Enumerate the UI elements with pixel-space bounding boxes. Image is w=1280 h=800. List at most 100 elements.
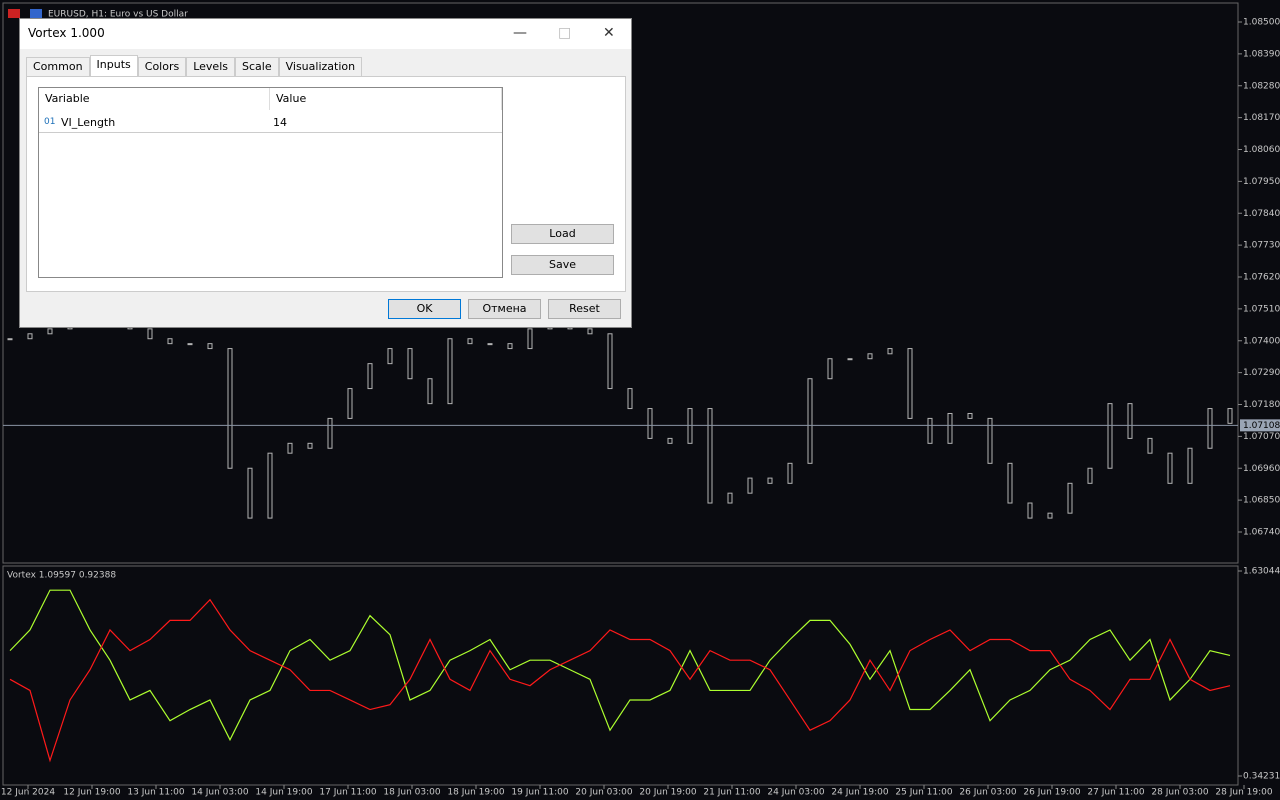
y-tick-label: 1.63044 [1243,567,1280,577]
candle [367,363,373,390]
x-tick-label: 27 Jun 11:00 [1087,788,1144,798]
candle [907,348,913,419]
x-tick-label: 12 Jun 2024 [1,788,55,798]
cancel-button[interactable]: Отмена [468,299,541,319]
candle [707,408,713,504]
candle [227,348,233,469]
x-tick-label: 28 Jun 19:00 [1215,788,1272,798]
y-tick-label: 1.08170 [1243,113,1280,123]
candle [1147,437,1153,454]
tab-panel: Variable Value 01 VI_Length 14 Load Save [26,76,626,292]
candle [587,328,593,335]
candle [787,462,793,484]
x-tick-label: 20 Jun 03:00 [575,788,632,798]
candle [1187,447,1193,484]
x-tick-label: 19 Jun 11:00 [511,788,568,798]
table-row[interactable]: 01 VI_Length 14 [39,113,502,133]
y-tick-label: 1.08280 [1243,81,1280,91]
tab[interactable]: Colors [137,57,187,77]
y-tick-label: 1.06960 [1243,464,1280,474]
candle [427,378,433,405]
candle [627,388,633,410]
dialog-title: Vortex 1.000 [28,26,105,40]
x-tick-label: 18 Jun 03:00 [383,788,440,798]
load-button[interactable]: Load [511,224,614,244]
y-tick-label: 1.07950 [1243,177,1280,187]
candle [267,452,273,519]
y-tick-label: 1.07180 [1243,400,1280,410]
tab[interactable]: Visualization [278,57,363,77]
indicator-dialog: Vortex 1.000 — □ ✕ Common Inputs Colors Lev… [19,18,632,328]
candle [1207,408,1213,449]
candle [287,442,293,454]
column-header[interactable]: Variable [39,88,270,110]
indicator-frame [2,565,1239,786]
x-tick-label: 24 Jun 03:00 [767,788,824,798]
tab[interactable]: Common [26,57,90,77]
vortex-line [9,598,1231,763]
candle [927,417,933,444]
candle [307,442,313,449]
variable-value[interactable]: 14 [273,116,287,129]
price-tag-label: 1.07108 [1243,421,1280,431]
x-tick-label: 26 Jun 19:00 [1023,788,1080,798]
x-tick-label: 18 Jun 19:00 [447,788,504,798]
candle [27,333,33,340]
y-tick-label: 1.07730 [1243,241,1280,251]
x-tick-label: 24 Jun 19:00 [831,788,888,798]
y-tick-label: 1.08390 [1243,49,1280,59]
candle [167,338,173,345]
x-tick-label: 21 Jun 11:00 [703,788,760,798]
row-icon: 01 [44,117,56,127]
candle [1007,462,1013,504]
candle [867,353,873,360]
close[interactable]: ✕ [603,25,615,41]
candle [647,408,653,439]
inputs-table: Variable Value 01 VI_Length 14 [38,87,503,278]
tab[interactable]: Levels [186,57,235,77]
candle [487,343,493,346]
y-tick-label: 1.07400 [1243,336,1280,346]
y-tick-label: 1.08060 [1243,145,1280,155]
y-tick-label: 1.07070 [1243,432,1280,442]
x-tick-label: 17 Jun 11:00 [319,788,376,798]
tab[interactable]: Inputs [89,55,138,77]
candle [767,477,773,484]
candle [327,417,333,449]
chart-icon [8,9,20,18]
column-header[interactable]: Value [270,88,502,110]
candle [667,437,673,444]
reset-button[interactable]: Reset [548,299,621,319]
candle [387,348,393,365]
candle [827,358,833,380]
candle [1227,408,1233,424]
y-tick-label: 1.06850 [1243,496,1280,506]
candle [207,343,213,350]
tab[interactable]: Scale [235,57,279,77]
candle [987,417,993,464]
vortex-line [9,589,1231,742]
y-tick-label: 1.07840 [1243,209,1280,219]
candle [7,338,13,341]
x-tick-label: 12 Jun 19:00 [63,788,120,798]
save-button[interactable]: Save [511,255,614,275]
y-tick-label: 1.07510 [1243,304,1280,314]
candle [727,492,733,504]
x-tick-label: 13 Jun 11:00 [127,788,184,798]
candle [747,477,753,494]
candle [407,348,413,380]
candle [1127,403,1133,439]
ok-button[interactable]: OK [388,299,461,319]
symbol-label: EURUSD, H1: Euro vs US Dollar [48,10,188,20]
tab-strip: Common Inputs Colors Levels Scale Visualizati… [26,55,363,77]
minimize[interactable]: — [513,25,527,41]
candle [507,343,513,350]
maximize[interactable]: □ [558,25,572,41]
candle [467,338,473,345]
x-tick-label: 28 Jun 03:00 [1151,788,1208,798]
candle [1067,482,1073,514]
candle [527,328,533,350]
candle [347,388,353,419]
